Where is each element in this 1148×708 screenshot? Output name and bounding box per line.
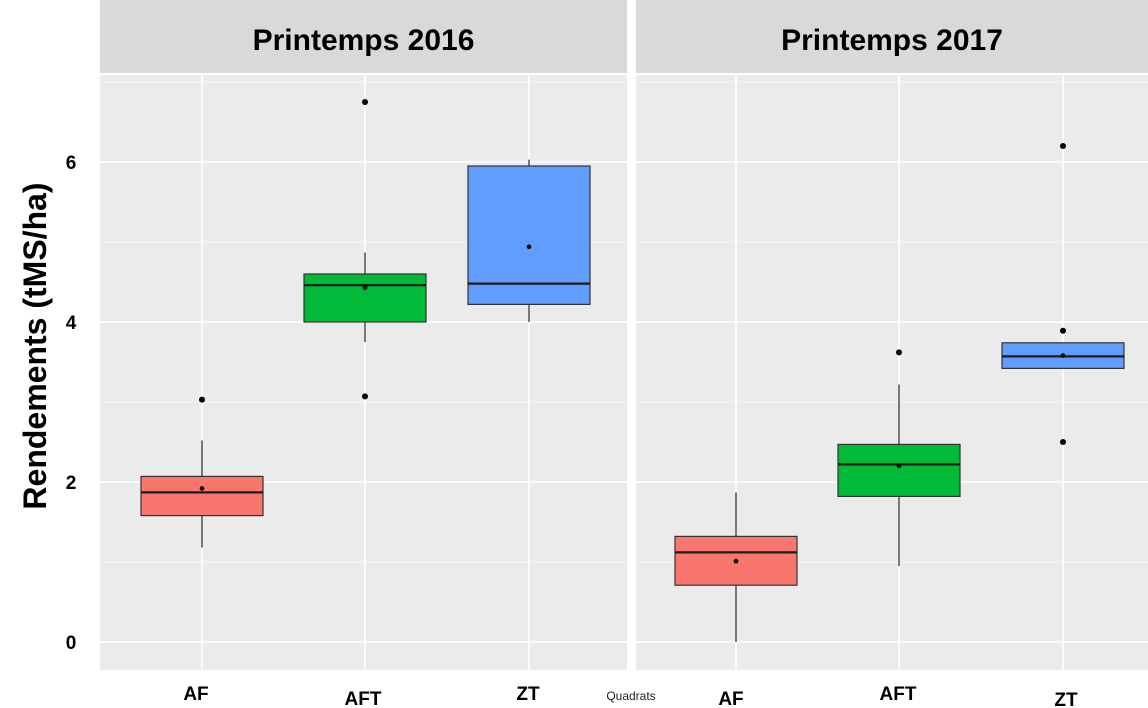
panel-2-zt-outlier-3 xyxy=(1060,439,1066,445)
panel-1-xtick-zt: ZT xyxy=(516,684,540,705)
panel-2-aft-mean-point xyxy=(896,463,902,469)
ytick-label-4: 4 xyxy=(66,313,77,334)
panel-2-zt-outlier-1 xyxy=(1060,327,1066,334)
ytick-label-2: 2 xyxy=(66,473,77,494)
panel-2-af-mean-point xyxy=(733,558,739,564)
panel-2-xtick-af: AF xyxy=(718,689,743,708)
panel-2-aft-outlier-1 xyxy=(896,349,902,356)
panel-1-background xyxy=(100,75,627,670)
panel-1-xtick-aft: AFT xyxy=(345,689,382,708)
ytick-label-0: 0 xyxy=(66,633,77,654)
panel-1-zt-mean-point xyxy=(526,244,532,250)
panel-2-xtick-zt: ZT xyxy=(1054,690,1078,708)
panel-1-aft-box xyxy=(303,273,427,323)
panel-1-af-outlier-1 xyxy=(199,396,205,403)
panel-2-title: Printemps 2017 xyxy=(781,24,1003,57)
panel-1-af-mean-point xyxy=(199,486,205,491)
y-axis-title: Rendements (tMS/ha) xyxy=(17,182,53,509)
panel-1-aft-outlier-1 xyxy=(362,393,368,400)
panel-1-aft-outlier-2 xyxy=(362,99,368,105)
panel-2-strip xyxy=(636,0,1148,73)
panel-2-zt-mean-point xyxy=(1060,353,1066,358)
panel-2-xtick-aft: AFT xyxy=(880,684,917,705)
panel-2-zt-outlier-2 xyxy=(1060,143,1066,149)
panel-1-aft-mean-point xyxy=(362,285,368,290)
panel-1-title: Printemps 2016 xyxy=(253,24,475,57)
ytick-label-6: 6 xyxy=(66,153,77,174)
panel-2-aft-box xyxy=(837,443,961,497)
panel-1-xtick-af: AF xyxy=(183,684,208,705)
panel-1-strip xyxy=(100,0,627,73)
panel-1-af-box xyxy=(140,475,264,517)
panel-1-zt-box xyxy=(467,165,591,305)
x-axis-title: Quadrats xyxy=(606,689,655,703)
